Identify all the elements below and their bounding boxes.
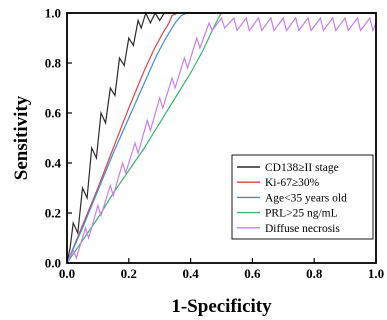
x-tick-label: 0.0 [59,266,75,281]
x-tick-label: 0.6 [244,266,261,281]
x-tick-label: 1.0 [368,266,384,281]
legend-item-label: Age<35 years old [265,192,347,204]
legend: CD138≥II stage Ki-67≥30% Age<35 years old P… [231,154,374,240]
series-line-3 [66,12,376,264]
legend-item-label: Diffuse necrosis [265,223,340,235]
legend-item-label: CD138≥II stage [265,162,339,174]
legend-item-label: Ki-67≥30% [265,177,320,189]
plot-frame [66,12,377,264]
y-tick-label: 0.2 [45,206,61,221]
y-tick-label: 0.8 [45,56,62,71]
series-line-1 [66,11,376,264]
y-tick-label: 0.6 [45,106,62,121]
y-tick-label: 1.0 [45,6,61,21]
series-layer [66,11,377,264]
legend-item-label: PRL>25 ng/mL [265,208,338,220]
series-line-5 [66,16,377,264]
y-tick-label: 0.4 [45,156,62,171]
axis-ticks: 0.0 0.2 0.4 0.6 0.8 1.0 0.0 0.2 0.4 0.6 0.8 1.0 [45,6,384,282]
x-tick-label: 0.2 [121,266,137,281]
x-axis-title: 1-Specificity [171,296,272,317]
y-tick-label: 0.0 [45,256,61,271]
x-tick-label: 0.8 [306,266,323,281]
y-axis-title: Sensitivity [11,95,32,180]
x-tick-label: 0.4 [182,266,199,281]
series-line-2 [66,12,376,264]
